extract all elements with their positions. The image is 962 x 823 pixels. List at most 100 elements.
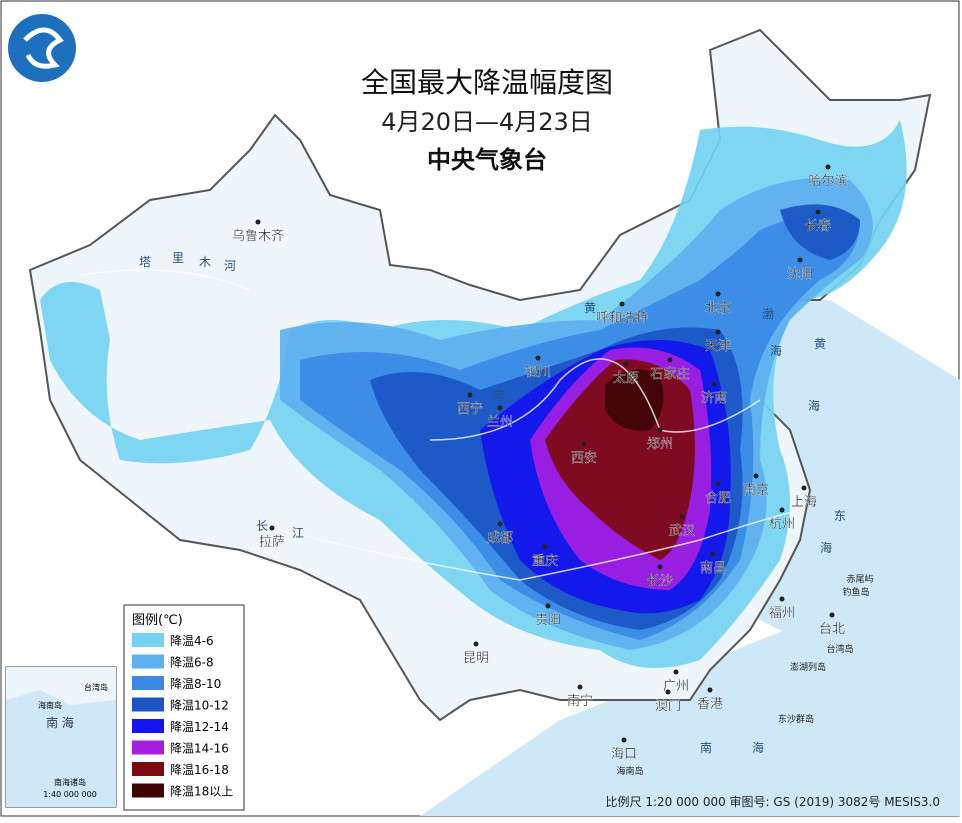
city-label: 南京 [743, 482, 769, 498]
city-label: 合肥 [705, 491, 731, 506]
water-label: 海 [820, 540, 832, 555]
inset-label: 1:40 000 000 [43, 790, 97, 799]
water-label: 河 [224, 259, 236, 273]
footer: 比例尺 1:20 000 000 审图号: GS (2019) 3082号 ME… [606, 794, 940, 809]
water-label: 海 [808, 398, 820, 413]
city-dot [673, 669, 679, 675]
city-dot [535, 355, 541, 361]
legend-swatch [132, 654, 164, 669]
city-dot [621, 737, 627, 743]
city-label: 武汉 [669, 524, 695, 539]
city-label: 沈阳 [787, 267, 813, 282]
city-label: 西安 [571, 451, 597, 466]
legend-swatch [132, 697, 164, 712]
city-label: 石家庄 [650, 366, 689, 382]
city-dot [711, 381, 717, 387]
water-label: 长 [256, 519, 268, 533]
city-dot [779, 596, 785, 602]
place-label: 台湾岛 [826, 643, 853, 655]
city-dot [797, 257, 803, 263]
title: 全国最大降温幅度图 [361, 66, 613, 99]
inset-sea [6, 690, 116, 807]
legend-label: 降温14-16 [170, 742, 229, 756]
city-dot [665, 689, 671, 695]
city-dot [679, 514, 685, 520]
legend-label: 降温6-8 [170, 656, 214, 670]
inset-label: 南海诸岛 [54, 777, 86, 787]
city-dot [473, 641, 479, 647]
city-dot [829, 612, 835, 618]
city-label: 长沙 [647, 574, 673, 589]
water-label: 渤 [762, 307, 774, 321]
water-label: 东 [834, 509, 846, 523]
city-label: 福州 [769, 606, 795, 621]
rivers [79, 269, 801, 581]
city-dot [657, 427, 663, 433]
city-label: 台北 [819, 622, 845, 637]
city-dot [619, 301, 625, 307]
city-label: 西宁 [457, 401, 483, 417]
inset-label: 台湾岛 [84, 682, 108, 692]
city-label: 银川 [525, 365, 551, 380]
city-label: 太原 [613, 371, 639, 386]
city-dot [497, 521, 503, 527]
legend-swatch [132, 783, 164, 798]
city-label: 郑州 [647, 437, 673, 452]
city-label: 兰州 [487, 415, 513, 430]
cooling-zone [780, 204, 860, 260]
city-label: 杭州 [769, 517, 795, 532]
place-label: 海南岛 [616, 765, 643, 777]
inset-sea-label: 南 海 [46, 715, 74, 730]
legend-label: 降温8-10 [170, 677, 221, 691]
city-label: 北京 [705, 301, 731, 316]
water-label: 海 [770, 343, 782, 358]
city-label: 呼和浩特 [596, 311, 648, 326]
legend-label: 降温12-14 [170, 720, 229, 734]
city-label: 乌鲁木齐 [232, 228, 284, 244]
city-dot [801, 485, 807, 491]
city-dot [715, 291, 721, 297]
water-label: 南 [700, 740, 712, 755]
legend-swatch [132, 719, 164, 733]
legend-swatch [132, 676, 164, 690]
date: 4月20日—4月23日 [381, 108, 593, 136]
city-label: 哈尔滨 [808, 173, 847, 189]
place-label: 赤尾屿 [846, 574, 873, 585]
city-dot [667, 357, 673, 363]
city-dot [581, 441, 587, 447]
legend-swatch [132, 762, 164, 776]
legend-swatch [132, 740, 164, 755]
city-dot [577, 684, 583, 690]
city-label: 南宁 [567, 693, 593, 709]
legend-label: 降温4-6 [170, 634, 214, 648]
legend-title: 图例(℃) [132, 613, 183, 628]
water-label: 里 [172, 251, 184, 265]
water-label: 塔 [139, 255, 151, 269]
city-dot [255, 219, 261, 225]
inset-label: 海南岛 [38, 700, 62, 710]
city-dot [542, 544, 548, 550]
water-label: 江 [292, 526, 304, 540]
city-label: 成都 [487, 531, 513, 546]
issuer: 中央气象台 [427, 146, 547, 174]
city-label: 南昌 [700, 560, 726, 576]
city-dot [815, 209, 821, 215]
city-dot [753, 473, 759, 479]
legend-swatch [132, 633, 164, 647]
logo-mark [23, 27, 64, 69]
city-label: 上海 [791, 495, 817, 510]
city-label: 贵阳 [535, 613, 561, 628]
legend-label: 降温18以上 [170, 785, 233, 799]
city-dot [269, 525, 275, 531]
city-dot [545, 603, 551, 609]
legend-label: 降温16-18 [170, 763, 229, 777]
city-dot [497, 405, 503, 411]
city-label: 海口 [611, 747, 637, 762]
city-label: 昆明 [463, 651, 489, 666]
city-label: 长春 [805, 219, 831, 234]
water-label: 木 [199, 255, 211, 269]
city-dot [779, 507, 785, 513]
logo [8, 14, 76, 82]
water-label: 河 [492, 389, 504, 403]
city-dot [715, 481, 721, 487]
